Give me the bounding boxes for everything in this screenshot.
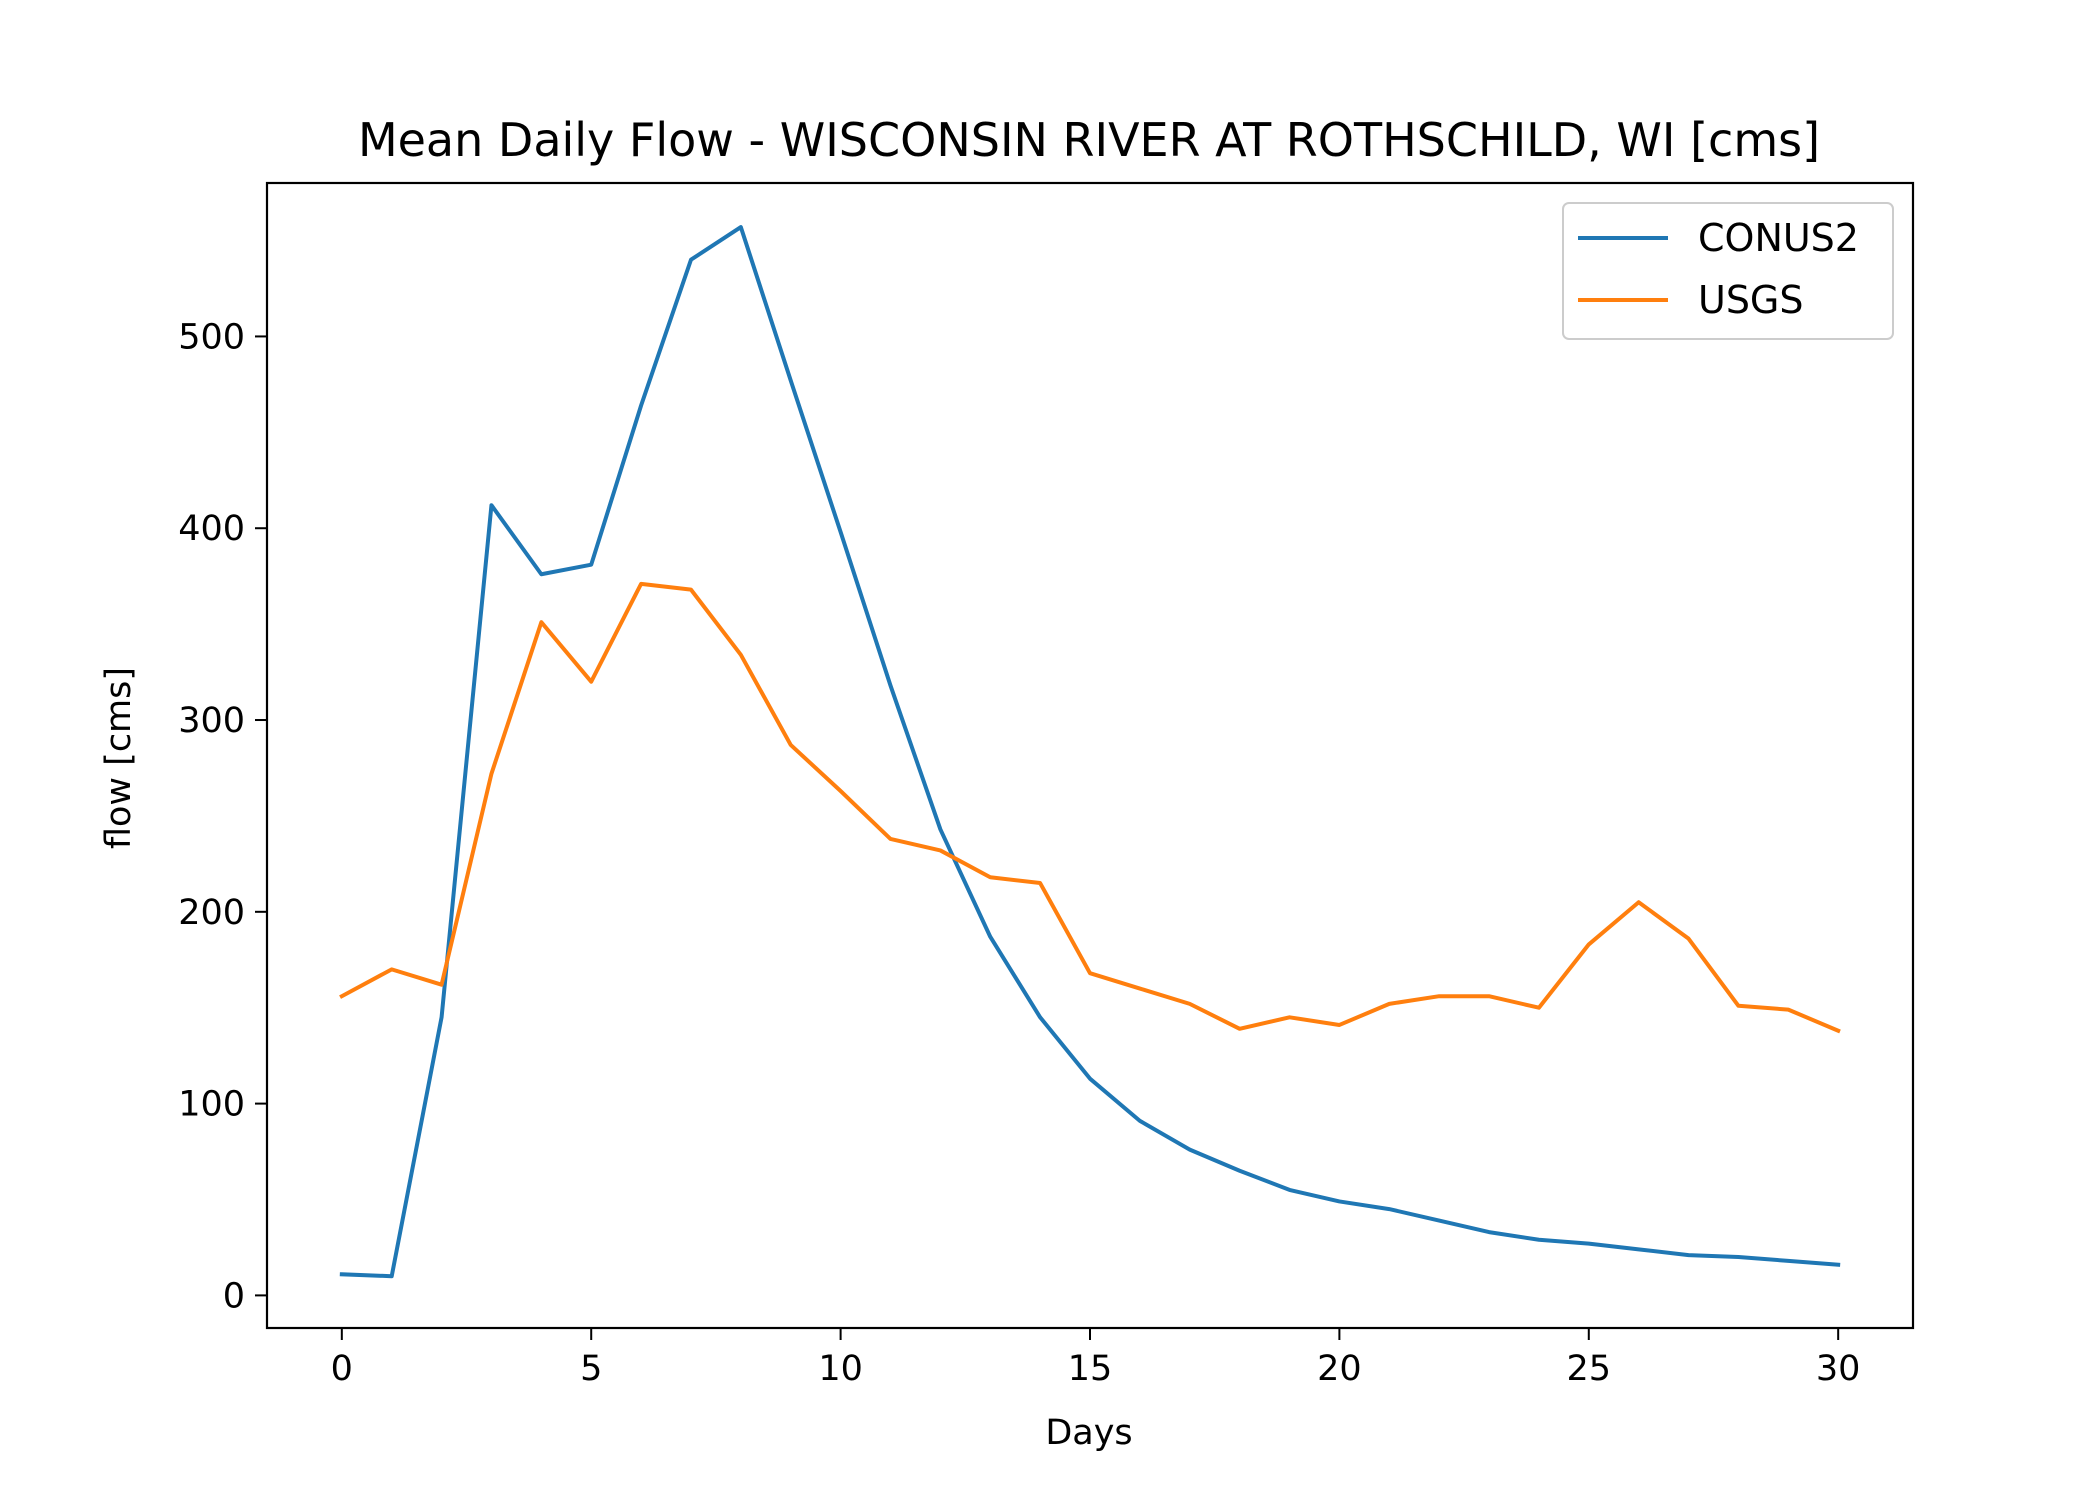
x-tick-label: 25	[1567, 1349, 1612, 1389]
x-tick-label: 10	[818, 1349, 863, 1389]
legend-label-conus2: CONUS2	[1698, 216, 1859, 260]
x-tick-label: 5	[580, 1349, 602, 1389]
y-tick-label: 100	[178, 1085, 245, 1125]
chart-title: Mean Daily Flow - WISCONSIN RIVER AT ROT…	[358, 113, 1820, 167]
y-tick-label: 500	[178, 317, 245, 357]
x-tick-label: 20	[1317, 1349, 1362, 1389]
y-tick-label: 300	[178, 701, 245, 741]
y-tick-label: 0	[223, 1276, 245, 1316]
y-tick-label: 400	[178, 509, 245, 549]
y-axis-label: flow [cms]	[99, 667, 139, 849]
legend-label-usgs: USGS	[1698, 278, 1804, 322]
x-tick-label: 15	[1068, 1349, 1113, 1389]
y-tick-label: 200	[178, 893, 245, 933]
x-tick-label: 30	[1816, 1349, 1861, 1389]
series-line-conus2	[339, 225, 1841, 1279]
x-axis-label: Days	[1045, 1413, 1132, 1453]
series-line-usgs	[339, 581, 1841, 1034]
x-tick-label: 0	[331, 1349, 353, 1389]
